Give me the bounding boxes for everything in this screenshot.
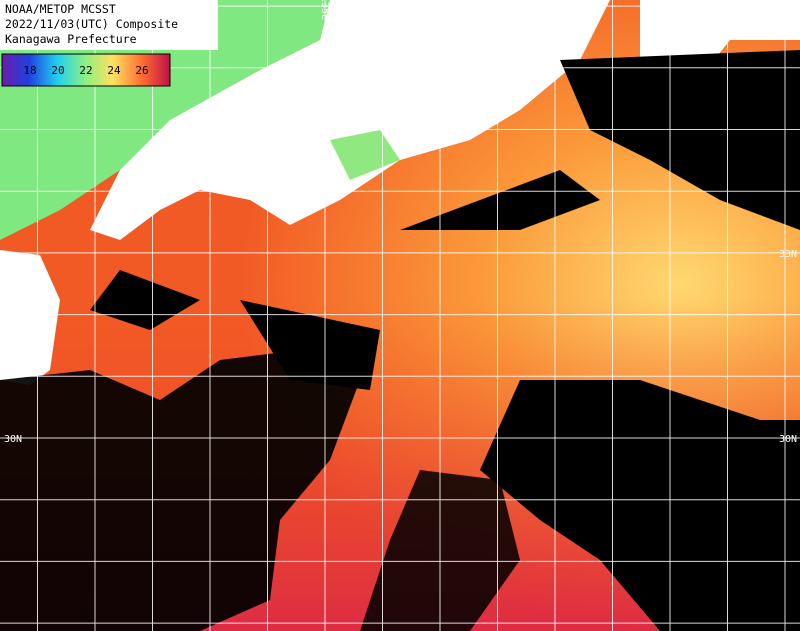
- lon-label: 140E: [779, 0, 790, 20]
- lat-label: 33N: [779, 249, 797, 260]
- graticule-labels: 135E 140E 33N 30N 30N: [4, 0, 797, 445]
- lon-label: 135E: [319, 0, 330, 20]
- colorbar: 18 20 22 24 26: [1, 53, 171, 87]
- colorbar-label: 18: [23, 64, 36, 77]
- colorbar-label: 26: [135, 64, 148, 77]
- lat-label: 30N: [779, 434, 797, 445]
- colorbar-label: 24: [107, 64, 121, 77]
- colorbar-label: 22: [79, 64, 92, 77]
- colorbar-ramp: [1, 53, 171, 87]
- header-line: NOAA/METOP MCSST: [5, 2, 116, 16]
- lat-label: 30N: [4, 434, 22, 445]
- header-line: Kanagawa Prefecture: [5, 32, 137, 46]
- colorbar-label: 20: [51, 64, 64, 77]
- header-box: [0, 0, 218, 50]
- header-line: 2022/11/03(UTC) Composite: [5, 17, 178, 31]
